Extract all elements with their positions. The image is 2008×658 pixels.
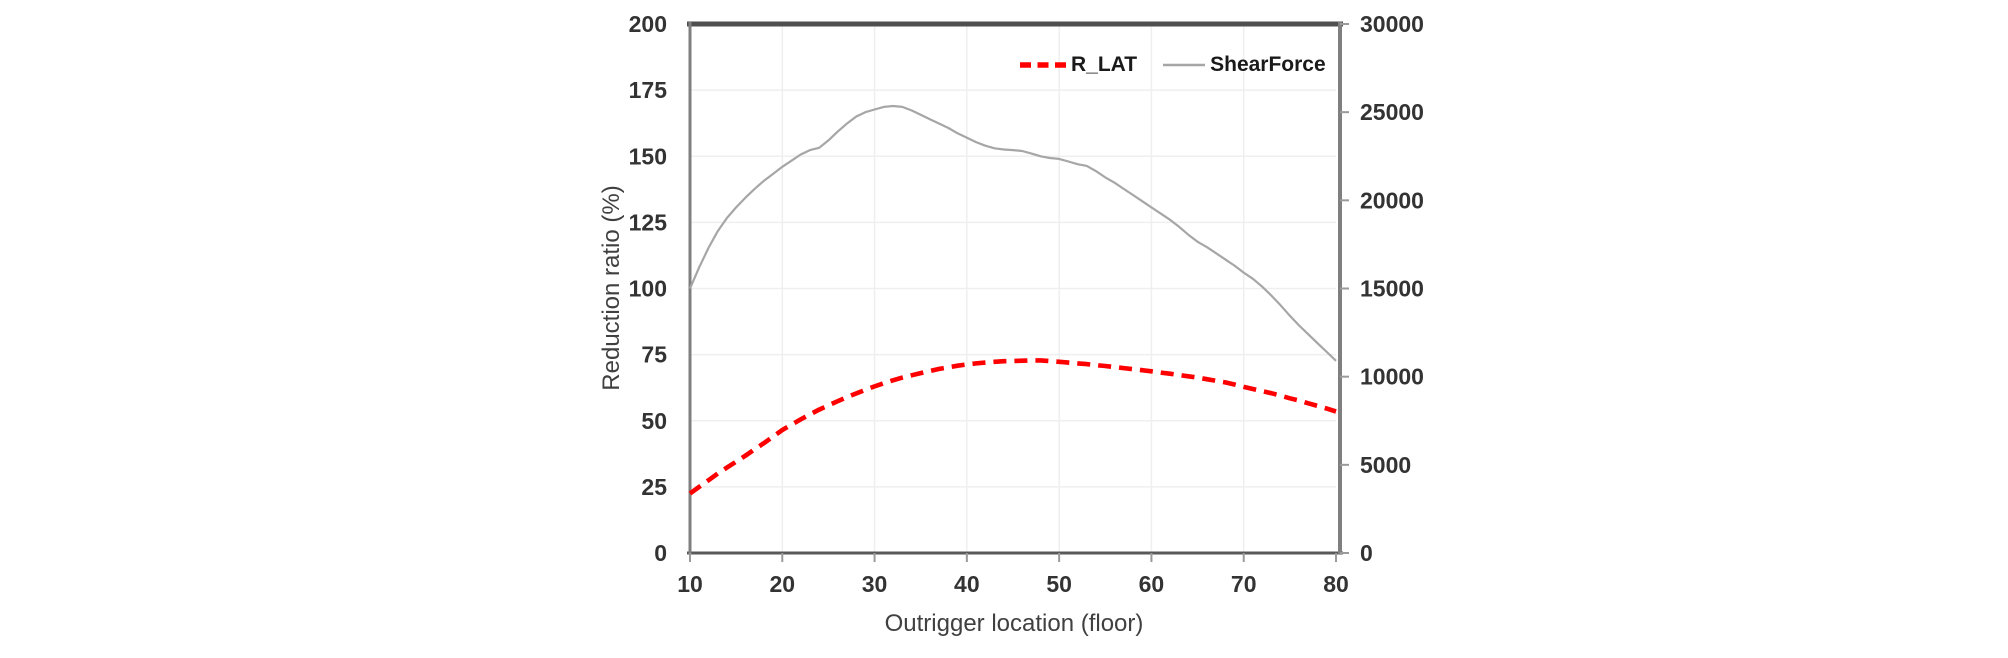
x-axis-tick-label: 40 <box>954 571 980 597</box>
x-axis-tick-label: 30 <box>862 571 888 597</box>
legend-label-shearforce: ShearForce <box>1210 53 1326 76</box>
right-axis-tick-label: 30000 <box>1360 11 1424 37</box>
legend-label-rlat: R_LAT <box>1071 53 1138 76</box>
right-axis-tick-label: 10000 <box>1360 364 1424 390</box>
x-axis-tick-label: 70 <box>1231 571 1257 597</box>
left-axis-title: Reduction ratio (%) <box>598 185 625 391</box>
x-axis-tick-label: 50 <box>1046 571 1072 597</box>
right-axis-tick-label: 5000 <box>1360 452 1411 478</box>
shearforce-legend-line-icon <box>1163 63 1206 67</box>
legend: R_LAT ShearForce <box>1020 51 1326 79</box>
right-axis-tick-label: 15000 <box>1360 276 1424 302</box>
left-axis-tick-label: 100 <box>629 276 667 302</box>
left-axis-tick-label: 75 <box>641 342 667 368</box>
right-axis-tick-label: 0 <box>1360 540 1373 566</box>
x-axis-title: Outrigger location (floor) <box>884 610 1144 637</box>
rlat-legend-dash-icon <box>1020 62 1066 68</box>
shearforce-line <box>688 104 1337 362</box>
right-axis-tick-label: 25000 <box>1360 99 1424 125</box>
right-axis-tick-label: 20000 <box>1360 187 1424 213</box>
left-axis-tick-label: 25 <box>641 474 667 500</box>
x-axis-tick-label: 60 <box>1139 571 1165 597</box>
left-axis-tick-label: 200 <box>629 11 667 37</box>
left-axis-tick-label: 150 <box>629 143 667 169</box>
x-axis-tick-label: 10 <box>677 571 703 597</box>
left-axis-tick-label: 0 <box>654 540 667 566</box>
r_lat-line <box>688 358 1337 496</box>
left-axis-tick-label: 50 <box>641 408 667 434</box>
left-axis-tick-label: 125 <box>629 209 668 235</box>
x-axis-tick-label: 80 <box>1323 571 1349 597</box>
x-axis-tick-label: 20 <box>769 571 795 597</box>
left-axis-tick-label: 175 <box>629 77 668 103</box>
